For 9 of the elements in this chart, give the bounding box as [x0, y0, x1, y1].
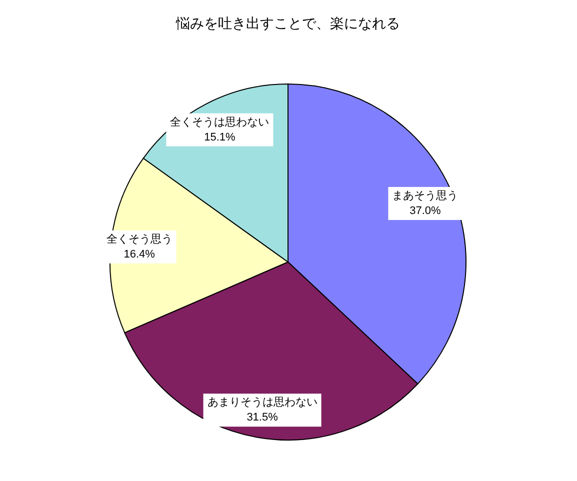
title: 悩みを吐き出すことで、楽になれる [176, 15, 400, 31]
slice-label: 全くそうは思わない [170, 116, 270, 128]
slice-label: まあそう思う [392, 190, 458, 202]
data-label: 15.1% [204, 131, 236, 144]
data-label: 31.5% [246, 412, 278, 424]
slice-label: あまりそうは思わない [207, 396, 318, 409]
data-label: 16.4% [124, 248, 156, 260]
slice-label: 全くそう思う [106, 233, 172, 246]
data-label: 37.0% [410, 204, 442, 217]
